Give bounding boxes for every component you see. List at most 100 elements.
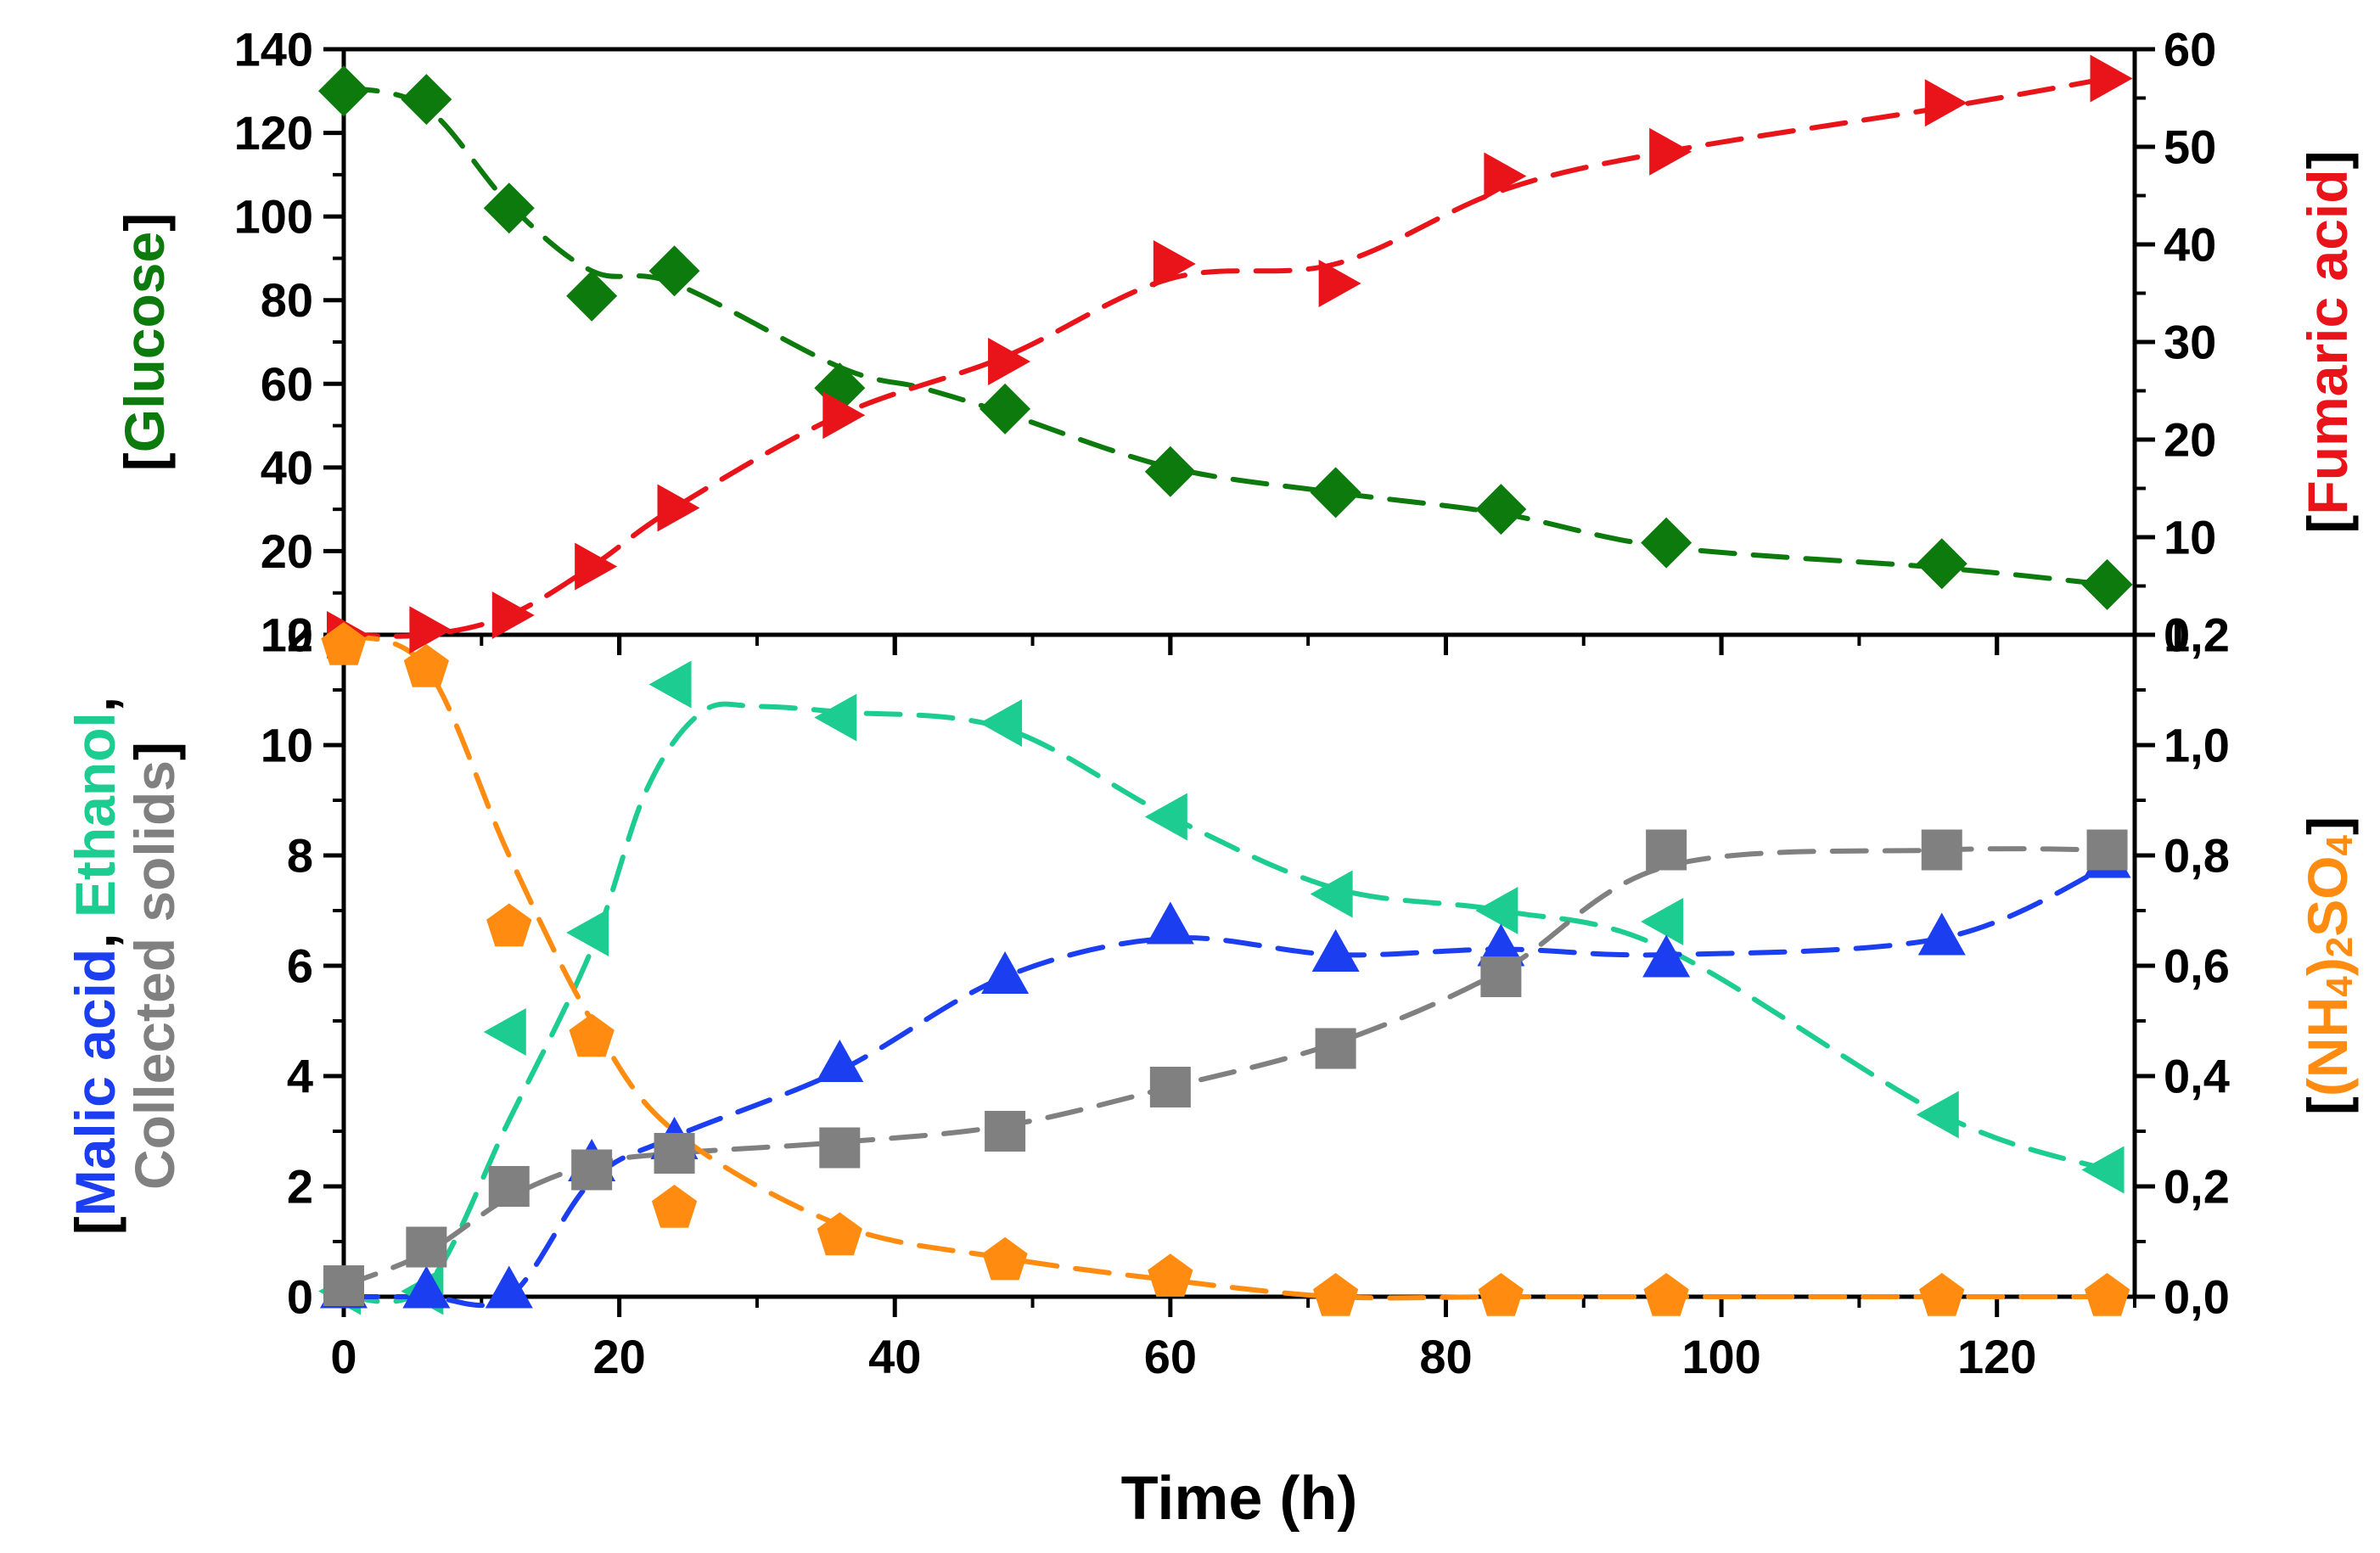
y-right-tick-label: 1,0: [2164, 719, 2230, 772]
data-point-fumaric-acid: [491, 591, 535, 639]
data-point--nh4-2so4: [817, 1212, 862, 1256]
data-point-collected-solids: [1921, 829, 1962, 871]
x-tick-label: 100: [1681, 1330, 1760, 1383]
data-point-malic-acid: [1477, 923, 1525, 967]
data-point-fumaric-acid: [657, 484, 700, 532]
bottom-left-axis-title-line2: Collected solids]: [123, 742, 186, 1190]
x-axis-title: Time (h): [1121, 1465, 1358, 1533]
y-right-tick-label: 50: [2164, 121, 2216, 174]
data-point-malic-acid: [816, 1040, 864, 1082]
data-point-ethanol: [2081, 1146, 2125, 1194]
data-point--nh4-2so4: [1643, 1273, 1689, 1316]
bottom-right-title-base: ): [2296, 957, 2359, 976]
data-point--nh4-2so4: [982, 1236, 1028, 1281]
y-right-tick-label: 10: [2164, 511, 2216, 564]
data-point-glucose: [1144, 446, 1196, 497]
data-point--nh4-2so4: [403, 644, 449, 687]
bottom-left-title-seg: ]: [123, 742, 186, 760]
fit-line-collected-solids: [341, 846, 2110, 1288]
y-right-tick-label: 0: [2164, 608, 2190, 662]
markers-layer: [318, 54, 2133, 1316]
data-point--nh4-2so4: [486, 903, 532, 947]
data-point-glucose: [2081, 558, 2133, 610]
bottom-left-axis-title-line1: [Malic acid, Ethanol,: [64, 697, 126, 1235]
y-right-tick-label: 60: [2164, 23, 2216, 76]
bottom-right-title-open: [: [2296, 1096, 2359, 1115]
ticks-layer: 0204060801001201400102030405060024681012…: [234, 23, 2230, 1384]
top-panel-frame: [341, 47, 2137, 637]
data-point-ethanol: [1916, 1090, 1959, 1139]
y-left-tick-label: 6: [287, 939, 313, 993]
y-left-tick-label: 100: [234, 190, 313, 244]
data-point-ethanol: [814, 693, 857, 742]
data-point-collected-solids: [654, 1133, 695, 1174]
fit-lines-layer: [341, 76, 2110, 1309]
data-point-collected-solids: [819, 1127, 861, 1169]
fit-line-malic-acid: [341, 864, 2110, 1309]
y-left-tick-label: 40: [261, 440, 313, 494]
y-left-tick-label: 8: [287, 829, 313, 883]
bottom-left-title-seg: Ethanol: [64, 712, 126, 917]
data-point-fumaric-acid: [1484, 152, 1527, 200]
data-point-glucose: [648, 245, 700, 297]
data-point-malic-acid: [1311, 929, 1360, 972]
y-right-tick-label: 30: [2164, 316, 2216, 369]
data-point-fumaric-acid: [409, 606, 452, 654]
data-point-ethanol: [980, 699, 1023, 747]
data-point-fumaric-acid: [2090, 54, 2133, 103]
data-point-ethanol: [1475, 887, 1518, 934]
fit-line-fumaric-acid: [341, 76, 2110, 639]
data-point-ethanol: [566, 909, 609, 956]
data-point-collected-solids: [1646, 829, 1687, 871]
data-point-malic-acid: [485, 1265, 533, 1309]
data-point-fumaric-acid: [1924, 79, 1967, 127]
bottom-left-title-seg: Collected solids: [123, 760, 186, 1190]
y-right-tick-label: 0,8: [2164, 829, 2230, 883]
y-right-tick-label: 0,4: [2164, 1050, 2230, 1103]
y-left-tick-label: 20: [261, 524, 313, 578]
data-point-glucose: [483, 182, 535, 234]
data-point--nh4-2so4: [1478, 1273, 1524, 1316]
y-right-tick-label: 0,2: [2164, 1160, 2230, 1214]
bottom-right-title-sub: 4: [2319, 834, 2360, 855]
top-left-axis-title: [Glucose]: [113, 213, 176, 471]
data-point-ethanol: [1144, 793, 1187, 841]
data-point-collected-solids: [1149, 1067, 1191, 1107]
x-tick-label: 20: [592, 1330, 645, 1383]
data-point--nh4-2so4: [651, 1185, 698, 1228]
data-point--nh4-2so4: [1313, 1273, 1359, 1316]
bottom-right-title-sub: 2: [2319, 937, 2360, 957]
data-point-malic-acid: [402, 1265, 451, 1309]
data-point-collected-solids: [1315, 1028, 1356, 1069]
data-point--nh4-2so4: [2084, 1273, 2130, 1316]
data-point-ethanol: [483, 1008, 526, 1056]
bottom-right-axis-title: [(NH4)2SO4]: [2296, 816, 2360, 1115]
bottom-right-title-base: (NH: [2296, 997, 2359, 1096]
y-left-tick-label: 140: [234, 23, 313, 76]
data-point-fumaric-acid: [822, 391, 866, 440]
data-point-malic-acid: [1642, 934, 1691, 978]
bottom-left-title-seg: [: [64, 1216, 126, 1235]
fit-line--nh4-2so4: [341, 632, 2110, 1301]
data-point-glucose: [401, 74, 452, 126]
data-point-malic-acid: [1146, 901, 1194, 945]
data-point-glucose: [980, 383, 1031, 435]
data-point-fumaric-acid: [1649, 127, 1692, 176]
y-right-tick-label: 1,2: [2164, 608, 2230, 662]
x-tick-label: 60: [1144, 1330, 1197, 1383]
x-tick-label: 40: [868, 1330, 921, 1383]
bottom-left-title-seg: ,: [64, 697, 126, 712]
y-left-tick-label: 60: [261, 357, 313, 411]
y-right-tick-label: 20: [2164, 413, 2216, 467]
bottom-panel-frame: [341, 632, 2137, 1299]
bottom-left-title-seg: ,: [64, 917, 126, 949]
data-point-collected-solids: [323, 1265, 364, 1306]
y-left-tick-label: 80: [261, 273, 313, 327]
x-tick-label: 80: [1419, 1330, 1472, 1383]
data-point-malic-acid: [981, 951, 1030, 994]
data-point-malic-acid: [1917, 912, 1966, 956]
y-left-tick-label: 12: [261, 608, 313, 662]
data-point-collected-solids: [488, 1166, 530, 1207]
y-left-tick-label: 0: [287, 608, 313, 662]
